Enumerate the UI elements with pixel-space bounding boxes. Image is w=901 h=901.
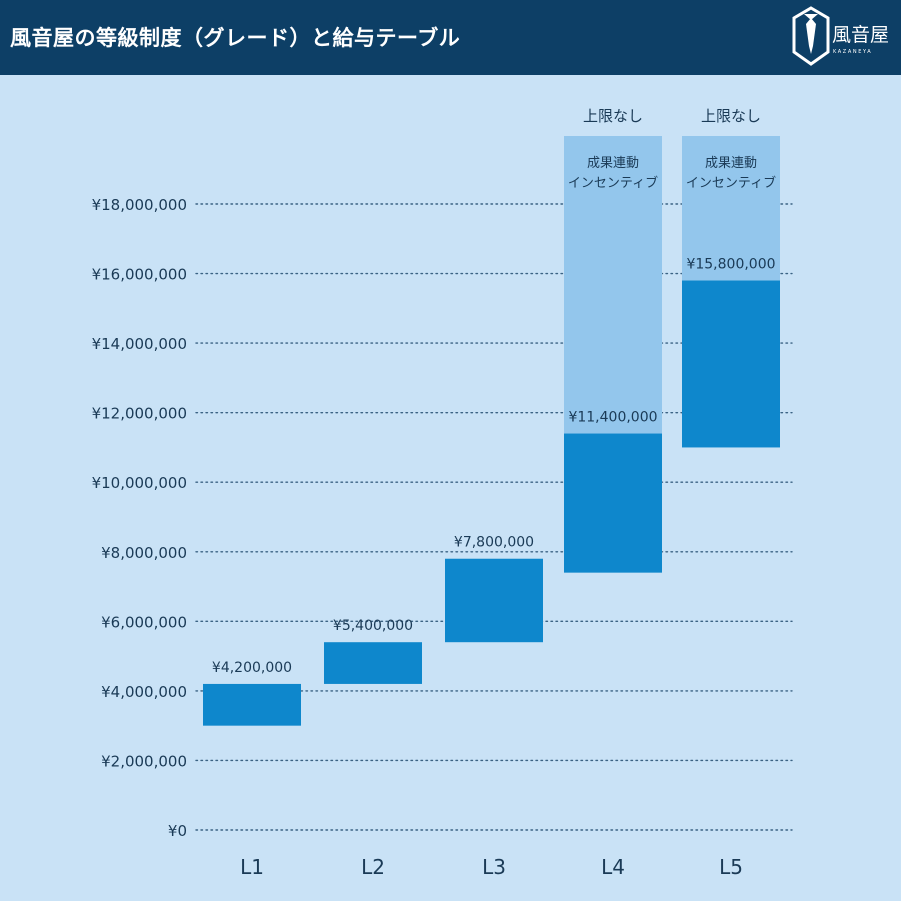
base-salary-bar — [682, 280, 780, 448]
x-category-label: L2 — [361, 855, 385, 879]
incentive-label: インセンティブ — [686, 175, 776, 191]
y-tick-label: ¥0 — [168, 822, 187, 840]
base-salary-bar — [445, 558, 543, 643]
x-category-label: L5 — [719, 855, 743, 879]
y-tick-label: ¥18,000,000 — [92, 196, 187, 214]
cap-label: 上限なし — [583, 107, 643, 125]
logo-text: 風音屋 — [832, 24, 890, 46]
base-salary-bar — [203, 683, 301, 726]
cap-label: 上限なし — [701, 107, 761, 125]
bar-max-label: ¥5,400,000 — [333, 618, 413, 634]
incentive-label: 成果連動 — [705, 156, 757, 171]
y-tick-label: ¥4,000,000 — [101, 683, 187, 701]
incentive-label: インセンティブ — [568, 175, 658, 191]
bar-max-label: ¥11,400,000 — [568, 410, 657, 426]
y-tick-label: ¥14,000,000 — [92, 335, 187, 353]
incentive-bar — [682, 136, 780, 281]
x-category-label: L3 — [482, 855, 506, 879]
bar-max-label: ¥15,800,000 — [686, 257, 775, 273]
y-tick-label: ¥2,000,000 — [101, 752, 187, 770]
incentive-label: 成果連動 — [587, 156, 639, 171]
header-bar: 風音屋の等級制度（グレード）と給与テーブル 風音屋 KAZANEYA — [0, 0, 901, 75]
logo-subtext: KAZANEYA — [833, 49, 873, 55]
kazaneya-logo-icon — [792, 6, 830, 66]
y-tick-label: ¥10,000,000 — [92, 474, 187, 492]
bar-max-label: ¥7,800,000 — [454, 535, 534, 551]
y-tick-label: ¥6,000,000 — [101, 613, 187, 631]
base-salary-bar — [564, 433, 662, 573]
base-salary-bar — [324, 642, 422, 684]
x-category-label: L4 — [601, 855, 625, 879]
page-title: 風音屋の等級制度（グレード）と給与テーブル — [10, 26, 461, 50]
y-tick-label: ¥12,000,000 — [92, 405, 187, 423]
x-category-label: L1 — [240, 855, 264, 879]
y-tick-label: ¥8,000,000 — [101, 544, 187, 562]
bar-max-label: ¥4,200,000 — [212, 660, 292, 676]
incentive-bar — [564, 136, 662, 434]
y-tick-label: ¥16,000,000 — [92, 266, 187, 284]
